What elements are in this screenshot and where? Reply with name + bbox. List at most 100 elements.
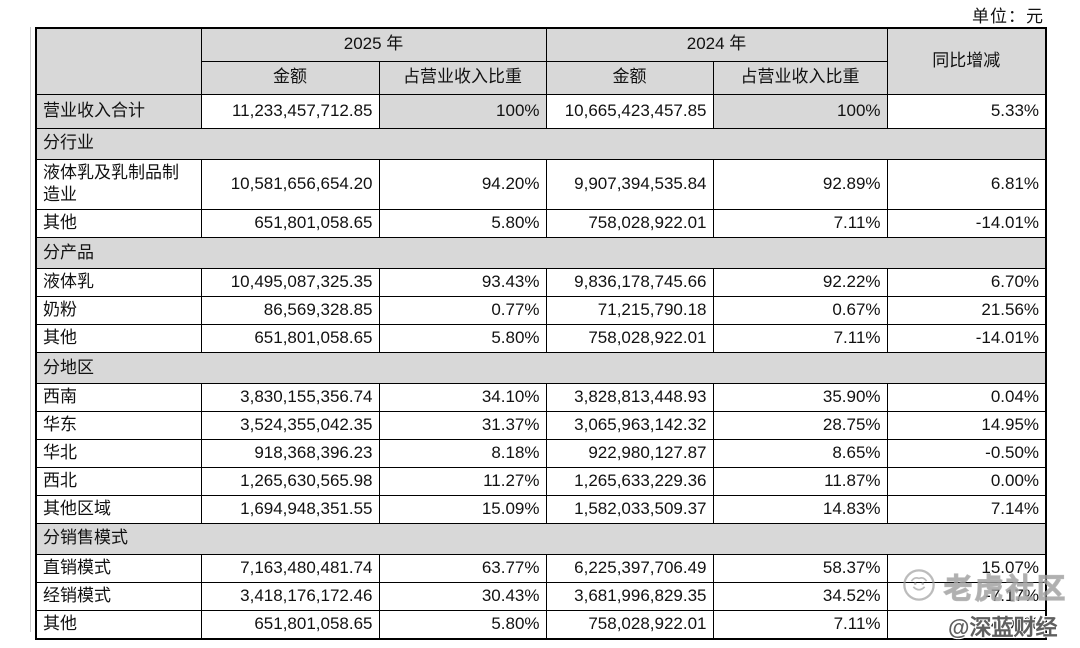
ratio-2024-header: 占营业收入比重 [712,60,888,95]
table-row: 华北 918,368,396.23 8.18% 922,980,127.87 8.65%… [35,439,1047,468]
row-label: 华东 [35,411,202,440]
cell-value: 35.90% [712,383,888,413]
cell-value: 7,163,480,481.74 [200,553,380,583]
row-label: 其他 [35,209,202,239]
year-2024-header: 2024 年 [545,27,888,62]
row-label: 其他 [35,609,202,640]
cell-value: 922,980,127.87 [545,439,714,468]
section-label: 分地区 [35,352,1047,385]
cell-value: -7.17% [886,581,1047,611]
cell-value: 31.37% [378,411,547,440]
section-label: 分行业 [35,127,1047,160]
cell-value: 651,801,058.65 [200,609,380,640]
cell-value: 10,495,087,325.35 [200,268,380,298]
cell-value: 651,801,058.65 [200,209,380,239]
cell-value: 11,233,457,712.85 [200,93,380,129]
cell-value: 63.77% [378,553,547,583]
row-label: 营业收入合计 [35,93,202,129]
table-row: 其他 651,801,058.65 5.80% 758,028,922.01 7.11%… [35,609,1047,640]
row-label: 液体乳及乳制品制造业 [35,158,202,211]
revenue-breakdown-table: 2025 年 2024 年 同比增减 金额 占营业收入比重 金额 占营业收入比重… [35,27,1048,640]
cell-value: 8.65% [712,439,888,468]
cell-value: 94.20% [378,158,547,211]
cell-value: -0.50% [886,439,1047,468]
cell-value: 9,836,178,745.66 [545,268,714,298]
yoy-header: 同比增减 [886,27,1047,95]
section-label: 分销售模式 [35,522,1047,555]
cell-value: 7.11% [712,209,888,239]
table-row: 华东 3,524,355,042.35 31.37% 3,065,963,142.32… [35,411,1047,440]
ratio-2025-header: 占营业收入比重 [378,60,547,95]
cell-value: 10,665,423,457.85 [545,93,714,129]
cell-value: 10,581,656,654.20 [200,158,380,211]
section-row: 分产品 [35,237,1047,270]
table-header: 2025 年 2024 年 同比增减 金额 占营业收入比重 金额 占营业收入比重 [35,27,1047,95]
row-label: 经销模式 [35,581,202,611]
section-row: 分销售模式 [35,522,1047,555]
year-2025-header: 2025 年 [200,27,547,62]
cell-value: 8.18% [378,439,547,468]
cell-value: 0.77% [378,296,547,326]
cell-value: 92.89% [712,158,888,211]
cell-value: 1,582,033,509.37 [545,494,714,524]
amount-2025-header: 金额 [200,60,380,95]
cell-value: 28.75% [712,411,888,440]
cell-value: 3,681,996,829.35 [545,581,714,611]
cell-value: 21.56% [886,296,1047,326]
table-row: 西南 3,830,155,356.74 34.10% 3,828,813,448.93… [35,383,1047,413]
corner-cell [35,27,202,95]
amount-2024-header: 金额 [545,60,714,95]
cell-value: 7.11% [712,609,888,640]
cell-value: 30.43% [378,581,547,611]
cell-value: 758,028,922.01 [545,609,714,640]
table-body: 营业收入合计 11,233,457,712.85 100% 10,665,423,45… [35,93,1047,640]
table-row: 奶粉 86,569,328.85 0.77% 71,215,790.18 0.67% 21… [35,296,1047,326]
cell-value: 11.27% [378,466,547,496]
cell-value: 0.00% [886,466,1047,496]
section-label: 分产品 [35,237,1047,270]
table-row: 其他 651,801,058.65 5.80% 758,028,922.01 7.11%… [35,209,1047,239]
row-label: 液体乳 [35,268,202,298]
left-guide-line [30,27,31,632]
row-label: 华北 [35,439,202,468]
cell-value: -14.01% [886,209,1047,239]
table-row: 其他 651,801,058.65 5.80% 758,028,922.01 7.11%… [35,324,1047,354]
cell-value: 1,694,948,351.55 [200,494,380,524]
cell-value: 5.80% [378,609,547,640]
row-label: 奶粉 [35,296,202,326]
cell-value: 651,801,058.65 [200,324,380,354]
unit-label: 单位：元 [972,7,1044,26]
cell-value: 11.87% [712,466,888,496]
cell-value: 34.10% [378,383,547,413]
row-label: 其他区域 [35,494,202,524]
cell-value: -14.01% [886,324,1047,354]
cell-value: 93.43% [378,268,547,298]
row-label: 直销模式 [35,553,202,583]
cell-value: 7.14% [886,494,1047,524]
cell-value: 758,028,922.01 [545,324,714,354]
cell-value: 100% [712,93,888,129]
section-row: 分地区 [35,352,1047,385]
header-row-years: 2025 年 2024 年 同比增减 [35,27,1047,95]
cell-value: 6,225,397,706.49 [545,553,714,583]
cell-value: 14.95% [886,411,1047,440]
cell-value: 58.37% [712,553,888,583]
table-row: 营业收入合计 11,233,457,712.85 100% 10,665,423,45… [35,93,1047,129]
cell-value: 7.11% [712,324,888,354]
cell-value: 6.70% [886,268,1047,298]
cell-value: 15.07% [886,553,1047,583]
header-row-columns: 金额 占营业收入比重 金额 占营业收入比重 [36,60,1046,95]
table-row: 经销模式 3,418,176,172.46 30.43% 3,681,996,829.… [35,581,1047,611]
cell-value: 758,028,922.01 [545,209,714,239]
cell-value: 0.04% [886,383,1047,413]
cell-value: 14.83% [712,494,888,524]
table-row: 直销模式 7,163,480,481.74 63.77% 6,225,397,706.… [35,553,1047,583]
table-row: 西北 1,265,630,565.98 11.27% 1,265,633,229.36… [35,466,1047,496]
cell-value: 1,265,633,229.36 [545,466,714,496]
cell-value: 86,569,328.85 [200,296,380,326]
cell-value: 15.09% [378,494,547,524]
cell-value: 3,418,176,172.46 [200,581,380,611]
row-label: 西北 [35,466,202,496]
cell-value: 3,065,963,142.32 [545,411,714,440]
row-label: 其他 [35,324,202,354]
